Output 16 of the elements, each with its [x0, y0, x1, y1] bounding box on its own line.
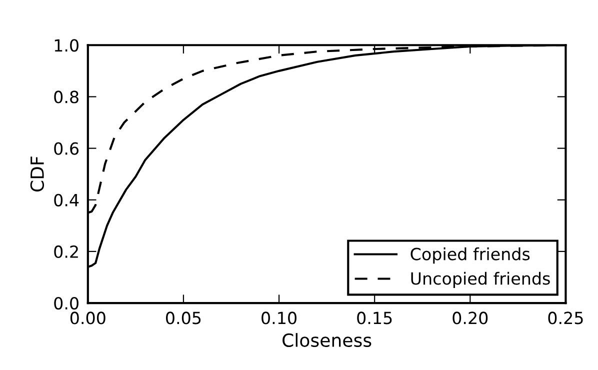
- y-tick-label: 1.0: [54, 39, 78, 52]
- x-tick-label: 0.25: [548, 312, 583, 324]
- y-tick-label: 0.8: [54, 90, 78, 104]
- x-tick-label: 0.10: [262, 312, 296, 324]
- x-tick-label: 0.20: [452, 312, 488, 324]
- x-tick-label: 0.00: [70, 312, 106, 324]
- y-axis-title: CDF: [30, 156, 44, 192]
- y-tick-label: 0.0: [54, 296, 78, 310]
- y-tick-label: 0.4: [54, 194, 79, 206]
- x-tick-label: 0.15: [357, 312, 392, 324]
- legend-label: Uncopied friends: [411, 272, 550, 288]
- x-axis-title: Closeness: [282, 333, 372, 348]
- y-tick-label: 0.2: [54, 245, 78, 258]
- legend-label: Copied friends: [410, 247, 530, 264]
- x-tick-label: 0.05: [166, 312, 201, 324]
- y-tick-label: 0.6: [54, 142, 79, 155]
